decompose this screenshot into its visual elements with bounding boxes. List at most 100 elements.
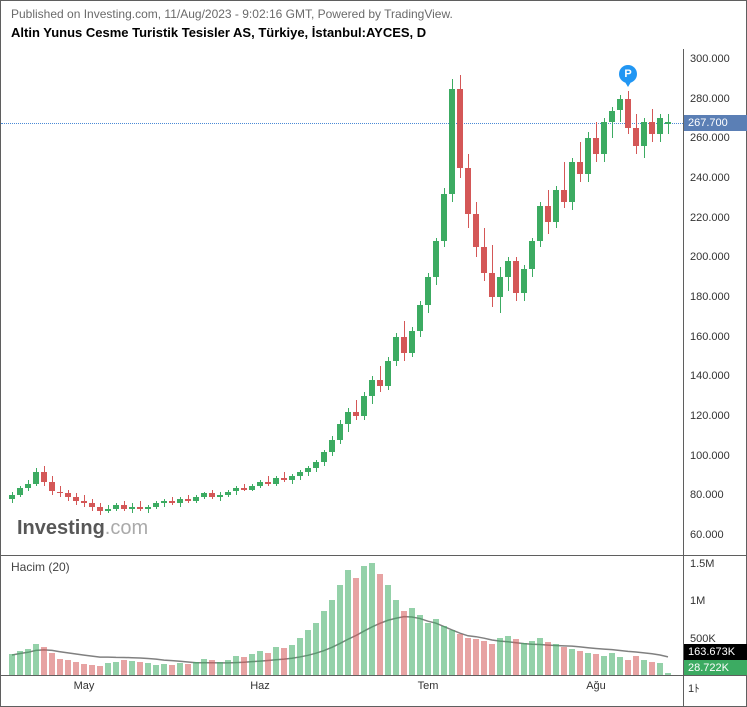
- time-tick: Tem: [418, 680, 439, 692]
- volume-bar: [105, 663, 111, 675]
- time-tick: May: [74, 680, 95, 692]
- candle-body: [73, 497, 79, 501]
- volume-bar: [217, 662, 223, 676]
- volume-bar: [209, 660, 215, 675]
- candle-body: [529, 241, 535, 269]
- volume-bar: [361, 566, 367, 675]
- candle-body: [353, 412, 359, 416]
- candle-body: [609, 111, 615, 123]
- volume-bar: [305, 630, 311, 675]
- volume-bar: [641, 660, 647, 675]
- volume-bar: [321, 611, 327, 675]
- volume-bar: [265, 653, 271, 676]
- volume-bar: [81, 664, 87, 675]
- candle-wick: [268, 476, 269, 486]
- volume-bar: [561, 647, 567, 676]
- price-tick: 240.000: [690, 172, 730, 184]
- price-tick: 80.000: [690, 489, 724, 501]
- volume-bar: [337, 585, 343, 675]
- candle-body: [369, 380, 375, 396]
- candle-body: [113, 505, 119, 509]
- volume-bar: [385, 585, 391, 675]
- volume-bar: [201, 659, 207, 676]
- volume-bar: [505, 636, 511, 675]
- volume-tick: 1M: [690, 595, 705, 607]
- price-tick: 220.000: [690, 212, 730, 224]
- candle-body: [289, 476, 295, 480]
- price-tick: 120.000: [690, 410, 730, 422]
- volume-bar: [545, 642, 551, 675]
- candle-body: [169, 501, 175, 503]
- volume-bar: [9, 654, 15, 675]
- time-axis: MayHazTemAğu: [1, 675, 683, 707]
- volume-bar: [425, 623, 431, 676]
- candle-body: [65, 493, 71, 497]
- time-axis-right: 1ﾄ: [683, 675, 747, 707]
- volume-tick: 1.5M: [690, 558, 714, 570]
- volume-bar: [345, 570, 351, 675]
- volume-pane[interactable]: Hacim (20): [1, 555, 683, 675]
- volume-bar: [521, 643, 527, 675]
- candle-body: [313, 462, 319, 468]
- candle-body: [41, 472, 47, 482]
- volume-bar: [193, 662, 199, 675]
- candle-body: [593, 138, 599, 154]
- volume-bar: [33, 644, 39, 676]
- watermark-brand: Investing: [17, 517, 105, 539]
- candle-body: [225, 492, 231, 496]
- volume-bar: [57, 659, 63, 676]
- volume-bar: [393, 600, 399, 675]
- volume-bar: [609, 653, 615, 676]
- volume-bar: [145, 663, 151, 675]
- volume-bar: [481, 641, 487, 675]
- current-price-line: [1, 123, 683, 124]
- candle-body: [321, 452, 327, 462]
- volume-bar: [601, 656, 607, 676]
- candle-body: [25, 484, 31, 488]
- candle-body: [9, 495, 15, 499]
- candle-body: [505, 261, 511, 277]
- candle-body: [633, 128, 639, 146]
- candle-wick: [284, 472, 285, 482]
- candle-body: [17, 488, 23, 496]
- candle-body: [641, 122, 647, 146]
- volume-bar: [121, 660, 127, 675]
- candle-body: [273, 478, 279, 484]
- price-tick: 160.000: [690, 331, 730, 343]
- volume-bar: [577, 651, 583, 675]
- chart-container: Published on Investing.com, 11/Aug/2023 …: [0, 0, 747, 707]
- candle-body: [401, 337, 407, 353]
- volume-bar: [553, 644, 559, 676]
- volume-bar: [401, 611, 407, 675]
- candle-body: [665, 122, 671, 124]
- candle-body: [577, 162, 583, 174]
- candle-body: [393, 337, 399, 361]
- volume-bar: [353, 578, 359, 676]
- candle-body: [481, 247, 487, 273]
- price-pane[interactable]: Investing.com P: [1, 49, 683, 555]
- candle-body: [585, 138, 591, 174]
- candle-body: [297, 472, 303, 476]
- volume-bar: [537, 638, 543, 675]
- candle-body: [185, 499, 191, 501]
- volume-bar: [289, 645, 295, 675]
- published-line: Published on Investing.com, 11/Aug/2023 …: [11, 7, 736, 21]
- watermark: Investing.com: [17, 517, 148, 540]
- volume-bar: [89, 665, 95, 676]
- candle-body: [161, 501, 167, 503]
- volume-bar: [377, 574, 383, 675]
- candle-body: [433, 241, 439, 277]
- volume-bar: [297, 638, 303, 676]
- volume-bar: [17, 651, 23, 675]
- candle-body: [497, 277, 503, 297]
- volume-axis: 163.673K 28.722K 500K1M1.5M: [683, 555, 747, 675]
- candle-body: [265, 482, 271, 484]
- candle-body: [105, 509, 111, 511]
- candle-body: [425, 277, 431, 305]
- candle-body: [345, 412, 351, 424]
- candle-body: [473, 214, 479, 248]
- candle-body: [521, 269, 527, 293]
- candle-body: [121, 505, 127, 509]
- candle-body: [97, 507, 103, 511]
- candle-body: [489, 273, 495, 297]
